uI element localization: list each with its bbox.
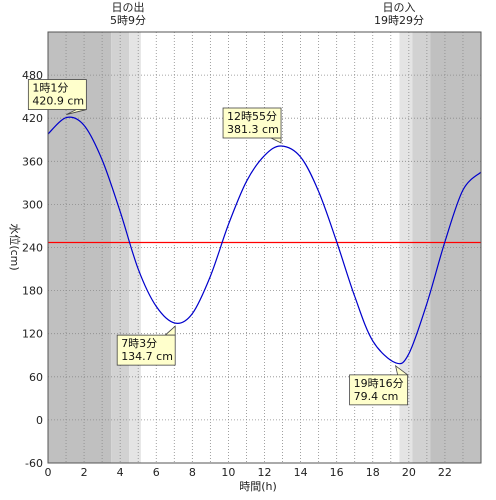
x-tick-labels: 0 2 4 6 8 10 12 14 16 18 20 22 — [45, 466, 452, 479]
y-tick-label: 480 — [22, 69, 43, 82]
sunrise-time: 5時9分 — [110, 14, 146, 27]
y-tick-label: 420 — [22, 112, 43, 125]
callout-time: 19時16分 — [354, 377, 404, 390]
x-axis-title: 時間(h) — [239, 480, 277, 493]
callout-box — [116, 334, 176, 366]
callout-value: 381.3 cm — [227, 123, 279, 136]
y-tick-label: 300 — [22, 198, 43, 211]
callout-value: 79.4 cm — [354, 390, 399, 403]
callout-value: 134.7 cm — [121, 350, 173, 363]
sunset-time: 19時29分 — [374, 14, 424, 27]
callout-box — [222, 107, 282, 139]
x-tick-label: 10 — [221, 466, 235, 479]
x-tick-label: 20 — [402, 466, 416, 479]
x-tick-label: 4 — [117, 466, 124, 479]
callout-time: 7時3分 — [121, 337, 157, 350]
y-tick-label: 60 — [29, 371, 43, 384]
x-tick-label: 0 — [45, 466, 52, 479]
callout-box — [349, 374, 409, 406]
tide-series — [47, 116, 482, 365]
y-tick-label: 180 — [22, 285, 43, 298]
x-tick-label: 16 — [330, 466, 344, 479]
y-tick-label: 240 — [22, 242, 43, 255]
y-tick-label: 120 — [22, 328, 43, 341]
tide-line-0 — [47, 116, 482, 365]
plot-border — [47, 31, 482, 464]
plot-frame — [47, 31, 482, 464]
y-axis-title: 水位(cm) — [8, 223, 22, 270]
callout-box — [27, 79, 87, 110]
callout-time: 12時55分 — [227, 110, 277, 123]
x-tick-label: 18 — [366, 466, 380, 479]
y-tick-label: 0 — [36, 414, 43, 427]
x-tick-label: 12 — [258, 466, 272, 479]
callout-time: 1時1分 — [32, 82, 68, 95]
y-tick-label: 360 — [22, 155, 43, 168]
sunrise-title: 日の出 — [112, 0, 145, 14]
sunset-title: 日の入 — [383, 1, 416, 14]
y-tick-label: -60 — [25, 457, 43, 470]
shade-band-5 — [412, 32, 431, 463]
callout-value: 420.9 cm — [32, 95, 84, 108]
x-tick-label: 6 — [153, 466, 160, 479]
y-tick-labels: -60 0 60 120 180 240 300 360 420 480 — [22, 69, 43, 470]
x-tick-label: 8 — [189, 466, 196, 479]
x-tick-label: 14 — [294, 466, 308, 479]
x-tick-label: 22 — [438, 466, 452, 479]
x-tick-label: 2 — [81, 466, 88, 479]
